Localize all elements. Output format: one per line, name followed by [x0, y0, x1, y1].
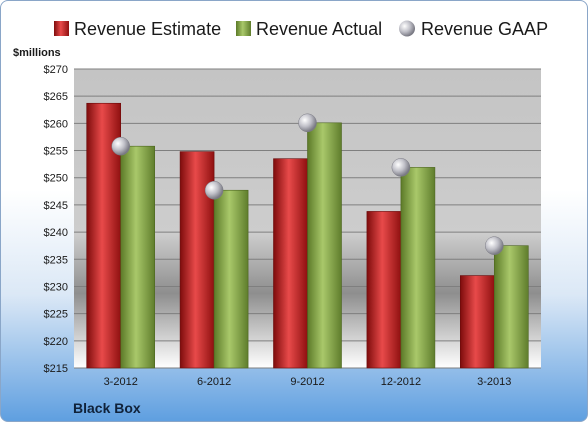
- y-tick-label: $265: [44, 91, 68, 103]
- point-revenue-gaap: [485, 236, 504, 255]
- legend-swatch-estimate: [54, 21, 69, 36]
- bar-revenue-actual: [307, 122, 342, 369]
- bar-revenue-actual: [213, 189, 249, 369]
- y-tick-label: $250: [44, 173, 68, 185]
- legend-label-gaap: Revenue GAAP: [421, 19, 548, 39]
- y-tick-label: $260: [44, 118, 68, 130]
- legend-swatch-gaap: [399, 20, 415, 37]
- y-axis-unit-label: $millions: [13, 47, 61, 59]
- x-tick-label: 6-2012: [197, 376, 231, 388]
- point-revenue-gaap: [204, 180, 224, 200]
- y-tick-label: $270: [44, 64, 68, 76]
- y-tick-label: $235: [44, 254, 68, 266]
- bar-revenue-estimate: [459, 275, 495, 369]
- legend-label-actual: Revenue Actual: [256, 19, 382, 39]
- company-name: Black Box: [73, 400, 141, 416]
- y-tick-label: $220: [44, 336, 68, 348]
- legend: Revenue Estimate Revenue Actual Revenue …: [54, 19, 548, 39]
- y-tick-label: $215: [44, 363, 68, 375]
- y-axis-ticks: $215 $220 $225 $230 $235 $240 $245 $250 $255 $260…: [44, 64, 68, 375]
- bar-revenue-actual: [120, 145, 155, 369]
- x-tick-label: 12-2012: [381, 376, 421, 388]
- bars: [86, 102, 529, 369]
- y-tick-label: $245: [44, 200, 68, 212]
- x-tick-label: 9-2012: [290, 376, 324, 388]
- point-revenue-gaap: [111, 136, 130, 156]
- legend-label-estimate: Revenue Estimate: [74, 19, 221, 39]
- bar-revenue-estimate: [273, 158, 308, 369]
- gaap-points: [111, 113, 504, 255]
- point-revenue-gaap: [298, 113, 317, 133]
- point-revenue-gaap: [391, 158, 411, 177]
- y-tick-label: $225: [44, 309, 68, 321]
- y-tick-label: $230: [44, 281, 68, 293]
- y-tick-label: $255: [44, 146, 68, 158]
- bar-revenue-actual: [493, 245, 529, 369]
- bar-revenue-actual: [400, 167, 436, 369]
- bar-revenue-estimate: [366, 211, 402, 369]
- y-tick-label: $240: [44, 227, 68, 239]
- x-tick-label: 3-2012: [104, 376, 138, 388]
- legend-swatch-actual: [236, 21, 251, 36]
- x-tick-label: 3-2013: [477, 376, 511, 388]
- x-axis-ticks: 3-2012 6-2012 9-2012 12-2012 3-2013: [104, 376, 512, 388]
